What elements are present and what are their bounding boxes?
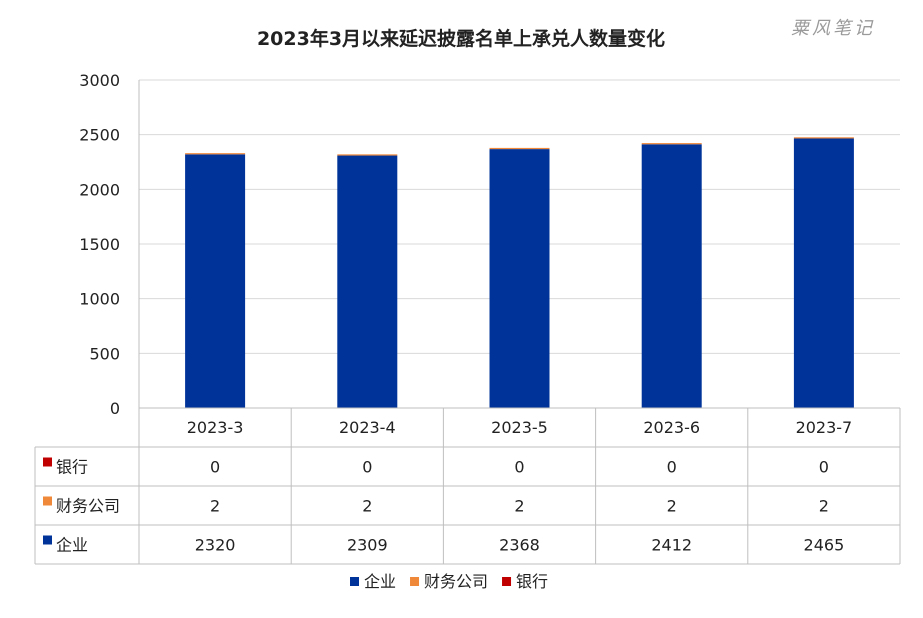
data-label: 2 xyxy=(667,497,677,516)
data-label: 2 xyxy=(514,497,524,516)
bar-企业 xyxy=(489,149,550,408)
y-tick-label: 2000 xyxy=(79,180,120,199)
y-tick-label: 1500 xyxy=(79,235,120,254)
bar-财务公司 xyxy=(185,153,246,155)
bar-企业 xyxy=(185,154,246,408)
bar-财务公司 xyxy=(489,147,550,150)
data-label: 2309 xyxy=(347,536,388,555)
table-row-label: 银行 xyxy=(56,458,88,477)
data-label: 2465 xyxy=(804,536,845,555)
bar-企业 xyxy=(337,155,398,408)
legend-key xyxy=(410,577,420,586)
data-label: 0 xyxy=(667,458,677,477)
data-label: 2412 xyxy=(651,536,692,555)
y-axis: 0 500 1000 1500 2000 2500 3000 xyxy=(79,71,120,418)
bar-企业 xyxy=(641,144,702,408)
data-label: 2 xyxy=(819,497,829,516)
y-tick-label: 500 xyxy=(89,344,120,363)
legend-label: 财务公司 xyxy=(424,572,488,591)
data-label: 0 xyxy=(362,458,372,477)
data-label: 2368 xyxy=(499,536,540,555)
bars xyxy=(185,137,854,408)
legend: 企业 财务公司 银行 xyxy=(350,572,548,591)
x-tick-label: 2023-4 xyxy=(339,418,396,437)
x-tick-label: 2023-3 xyxy=(187,418,244,437)
x-tick-label: 2023-7 xyxy=(796,418,853,437)
bar-企业 xyxy=(793,138,854,408)
legend-label: 银行 xyxy=(516,572,548,591)
data-table: 2023-3 2023-4 2023-5 2023-6 2023-7 银行 0 0 0 0 0 财务公… xyxy=(34,80,901,565)
table-legend-key xyxy=(43,457,52,467)
legend-label: 企业 xyxy=(364,572,396,591)
legend-key xyxy=(350,577,359,586)
chart-title: 2023年3月以来延迟披露名单上承兑人数量变化 xyxy=(257,27,665,50)
data-label: 2 xyxy=(210,497,220,516)
table-row-label: 企业 xyxy=(56,536,88,555)
y-tick-label: 3000 xyxy=(79,71,120,90)
data-label: 0 xyxy=(819,458,829,477)
y-tick-label: 2500 xyxy=(79,126,120,145)
bar-财务公司 xyxy=(793,137,854,139)
bar-财务公司 xyxy=(337,154,398,156)
data-label: 2 xyxy=(362,497,372,516)
legend-key xyxy=(502,577,512,586)
table-legend-key xyxy=(43,535,52,545)
bar-财务公司 xyxy=(641,143,702,145)
x-tick-label: 2023-5 xyxy=(491,418,548,437)
watermark: 粟风笔记 xyxy=(791,18,875,39)
data-label: 0 xyxy=(210,458,220,477)
y-tick-label: 1000 xyxy=(79,290,120,309)
table-row-label: 财务公司 xyxy=(56,497,120,516)
data-label: 0 xyxy=(514,458,524,477)
data-label: 2320 xyxy=(195,536,236,555)
x-tick-label: 2023-6 xyxy=(643,418,700,437)
table-legend-key xyxy=(43,496,52,506)
y-tick-label: 0 xyxy=(110,399,120,418)
